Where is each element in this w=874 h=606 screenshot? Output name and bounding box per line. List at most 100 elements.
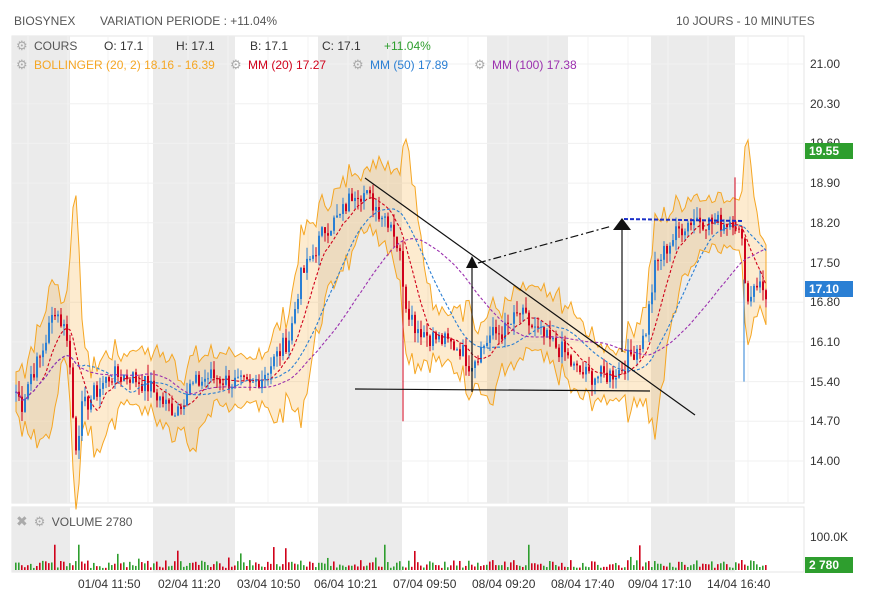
candle-body <box>654 260 656 293</box>
candle-body <box>417 329 419 334</box>
volume-bar <box>423 567 425 570</box>
candle-body <box>396 236 398 249</box>
volume-bar <box>18 562 20 570</box>
legend-change: +11.04% <box>384 39 431 53</box>
volume-bar <box>675 567 677 570</box>
volume-bar <box>456 565 458 570</box>
candle-body <box>744 238 746 284</box>
candle-body <box>558 347 560 358</box>
candle-body <box>327 233 329 236</box>
candle-body <box>750 296 752 302</box>
volume-bar <box>123 562 125 570</box>
candle-body <box>231 386 233 389</box>
candle-body <box>243 375 245 378</box>
candle-body <box>585 366 587 375</box>
volume-bar <box>354 564 356 570</box>
candle-body <box>174 415 176 417</box>
volume-bar <box>24 567 26 570</box>
candle-body <box>213 369 215 379</box>
volume-bar <box>702 563 704 570</box>
candle-body <box>507 322 509 324</box>
volume-bar <box>537 564 539 570</box>
volume-bar <box>495 565 497 570</box>
volume-bar <box>522 566 524 570</box>
candle-body <box>690 222 692 226</box>
arrow-head <box>613 218 631 230</box>
volume-bar <box>630 556 632 570</box>
candle-body <box>93 385 95 400</box>
volume-bar <box>540 563 542 570</box>
price-axis-label: 18.20 <box>810 215 841 230</box>
volume-bar <box>396 562 398 570</box>
candle-body <box>72 367 74 418</box>
candle-body <box>18 391 20 397</box>
price-tag-current: 17.10 <box>805 281 853 297</box>
candle-body <box>531 325 533 328</box>
day-shade <box>153 507 235 572</box>
volume-bar <box>198 564 200 570</box>
grid-lines <box>12 36 804 503</box>
gear-icon[interactable]: ⚙ <box>16 38 28 53</box>
price-axis-label: 20.30 <box>810 96 841 111</box>
volume-bar <box>636 560 638 570</box>
volume-bar <box>516 565 518 570</box>
candle-body <box>435 332 437 340</box>
volume-bar <box>378 566 380 570</box>
candle-body <box>546 329 548 337</box>
volume-bar <box>318 562 320 570</box>
candle-body <box>369 190 371 194</box>
candle-body <box>159 396 161 401</box>
volume-bar <box>165 560 167 570</box>
user-trendlines[interactable] <box>354 177 745 416</box>
volume-bar <box>177 550 179 570</box>
time-axis-label: 02/04 11:20 <box>158 577 221 591</box>
gear-icon[interactable]: ⚙ <box>474 57 486 72</box>
volume-bar <box>603 566 605 570</box>
legend-mm20: ⚙ MM (20) 17.27 <box>230 57 327 72</box>
volume-bar <box>306 566 308 570</box>
candle-body <box>468 366 470 372</box>
candle-body <box>723 224 725 231</box>
legend-cours: ⚙ COURS <box>16 38 78 53</box>
period-selector[interactable]: 10 JOURS - 10 MINUTES <box>676 14 815 28</box>
volume-bar <box>129 561 131 570</box>
volume-bar <box>183 566 185 570</box>
volume-bar <box>621 567 623 570</box>
gear-icon[interactable]: ⚙ <box>352 57 364 72</box>
candle-body <box>225 375 227 385</box>
candle-body <box>51 314 53 323</box>
volume-tag: 2 780 <box>805 557 853 573</box>
gear-icon[interactable]: ⚙ <box>16 57 28 72</box>
candle-body <box>138 382 140 385</box>
volume-bar <box>324 563 326 570</box>
volume-bar <box>162 567 164 570</box>
candle-body <box>306 258 308 273</box>
candle-body <box>285 337 287 353</box>
candle-body <box>549 329 551 340</box>
volume-bar <box>246 566 248 570</box>
candle-body <box>153 380 155 393</box>
candle-body <box>342 204 344 214</box>
candle-body <box>552 337 554 340</box>
candle-body <box>297 299 299 310</box>
volume-bar <box>201 560 203 570</box>
volume-bar <box>120 563 122 570</box>
candle-body <box>645 334 647 336</box>
volume-bar <box>288 562 290 570</box>
candle-body <box>714 221 716 224</box>
candle-body <box>168 399 170 404</box>
volume-bar <box>747 565 749 570</box>
gear-icon[interactable]: ⚙ <box>230 57 242 72</box>
close-icon[interactable]: ✖ <box>16 513 28 529</box>
volume-bar <box>519 565 521 570</box>
volume-bar <box>213 564 215 570</box>
candle-body <box>150 380 152 392</box>
volume-bar <box>489 561 491 570</box>
arrow-head <box>466 256 478 268</box>
price-axis-label: 14.00 <box>810 454 841 468</box>
volume-bar <box>684 564 686 570</box>
time-axis-label: 08/04 17:40 <box>551 577 615 591</box>
gear-icon[interactable]: ⚙ <box>33 513 46 529</box>
candle-body <box>249 379 251 383</box>
